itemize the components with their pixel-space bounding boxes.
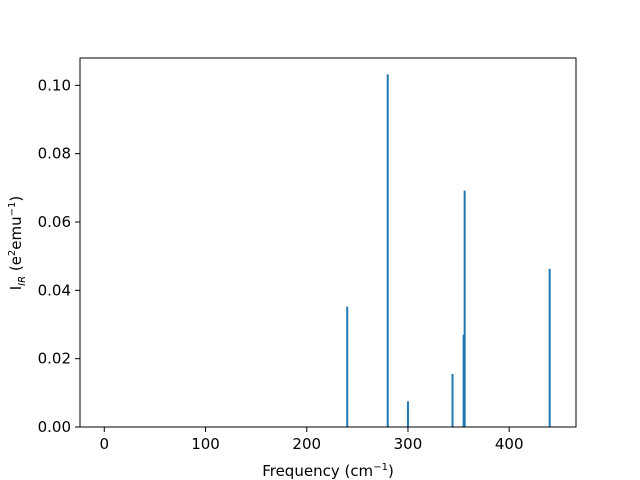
x-tick-label: 0 [100,435,110,453]
x-axis-ticks: 0 100 200 300 400 [100,427,524,453]
x-tick-label: 300 [394,435,423,453]
bar-0-5 [463,190,466,427]
y-tick-label: 0.08 [38,145,71,163]
y-axis-title-mid2: emu [7,216,25,249]
y-axis-title-mid: (e [7,256,25,276]
bar-0-4 [462,334,465,427]
x-axis-title-sup: −1 [373,462,388,473]
bar-group [346,74,551,428]
x-axis-title-base: Frequency (cm [262,462,373,480]
plot-area-frame [79,57,577,428]
y-tick-label: 0.04 [38,281,71,299]
y-axis-title-base: I [7,286,25,290]
y-axis-title-sup2: −1 [7,202,18,217]
x-tick-label: 100 [191,435,220,453]
y-tick-label: 0.06 [38,213,71,231]
bar-0-3 [451,374,454,427]
bar-0-6 [548,268,551,427]
y-axis-ticks: 0.00 0.02 0.04 0.06 0.08 0.10 [38,76,80,436]
y-axis-title-sub: IR [17,276,28,286]
y-tick-label: 0.00 [38,418,71,436]
y-axis-title-tail: ) [7,196,25,202]
x-axis-title: Frequency (cm−1) [262,462,394,480]
bar-0-1 [386,74,389,428]
x-tick-label: 200 [292,435,321,453]
x-tick-label: 400 [495,435,524,453]
bar-0-2 [406,401,409,428]
y-tick-label: 0.02 [38,350,71,368]
y-axis-title-sup1: 2 [7,250,18,256]
y-tick-label: 0.10 [38,76,71,94]
bar-0-0 [346,306,349,427]
x-axis-title-tail: ) [388,462,394,480]
y-axis-title: IIR (e2emu−1) [7,196,28,291]
